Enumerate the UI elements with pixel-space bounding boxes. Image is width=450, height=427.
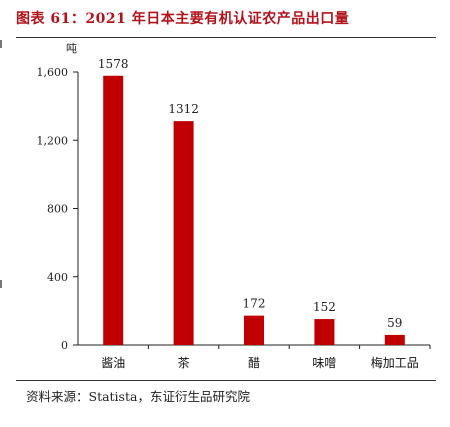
data-label: 152 bbox=[313, 300, 336, 314]
bar bbox=[244, 315, 264, 345]
y-tick-label: 1,600 bbox=[37, 66, 69, 79]
x-tick-label: 梅加工品 bbox=[371, 355, 419, 370]
x-tick-label: 茶 bbox=[178, 355, 190, 370]
left-edge-mark bbox=[0, 40, 2, 48]
source-note: 资料来源：Statista，东证衍生品研究院 bbox=[26, 389, 250, 404]
data-label: 1578 bbox=[98, 57, 129, 71]
y-tick-label: 400 bbox=[47, 271, 68, 284]
bar-chart: 吨 0 400 800 1,200 1,600 1578 酱油 1312 茶 172 醋 152 味噌 59… bbox=[37, 42, 431, 370]
bar bbox=[384, 334, 405, 345]
x-tick-label: 醋 bbox=[248, 355, 260, 370]
data-label: 1312 bbox=[168, 102, 199, 116]
bar bbox=[103, 75, 124, 345]
x-tick-label: 味噌 bbox=[312, 356, 336, 370]
bar bbox=[314, 319, 335, 345]
y-tick-label: 0 bbox=[61, 339, 68, 352]
y-tick-label: 800 bbox=[47, 203, 68, 216]
y-unit-label: 吨 bbox=[66, 42, 77, 55]
x-tick-label: 酱油 bbox=[101, 355, 125, 370]
bottom-rule bbox=[16, 380, 436, 381]
bar bbox=[173, 121, 194, 345]
y-tick-label: 1,200 bbox=[37, 134, 69, 147]
data-label: 172 bbox=[243, 297, 266, 311]
data-label: 59 bbox=[387, 316, 402, 330]
top-rule bbox=[16, 37, 436, 38]
chart-title: 图表 61：2021 年日本主要有机认证农产品出口量 bbox=[16, 11, 350, 27]
left-edge-mark bbox=[0, 280, 2, 288]
